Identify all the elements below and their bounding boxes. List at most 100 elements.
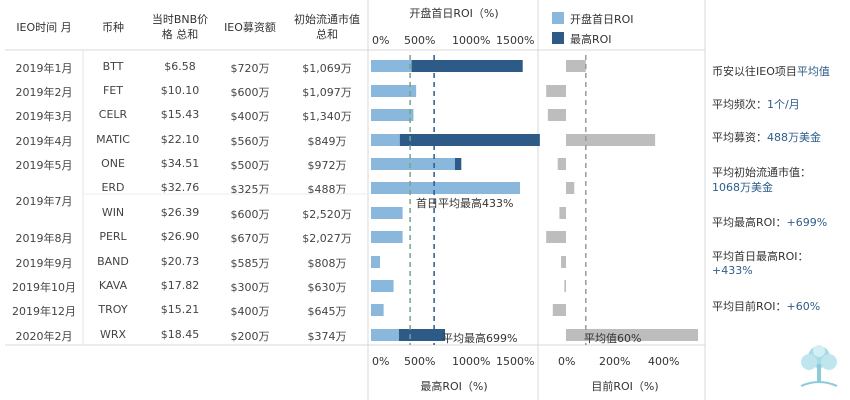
legend-swatch-max — [552, 32, 564, 44]
row-raise: $600万 — [230, 86, 270, 99]
row-raise: $300万 — [230, 281, 270, 294]
row-raise: $500万 — [230, 159, 270, 172]
row-coin: BTT — [102, 60, 124, 73]
summary-title-prefix: 币安以往IEO项目 — [712, 65, 797, 78]
row-bnb: $17.82 — [160, 279, 200, 292]
row-mcap: $1,097万 — [302, 86, 352, 99]
bottom-tick-1000: 1000% — [452, 355, 491, 368]
row-month: 2019年4月 — [15, 135, 73, 148]
summary-item: 平均目前ROI：+60% — [712, 298, 820, 314]
bar-current-roi-matic — [566, 134, 656, 146]
row-month: 2020年2月 — [15, 330, 73, 343]
row-coin: PERL — [99, 230, 127, 243]
row-raise: $400万 — [230, 110, 270, 123]
row-bnb: $26.90 — [160, 230, 200, 243]
row-month: 2019年10月 — [12, 281, 76, 294]
summary-item: 1068万美金 — [712, 179, 773, 195]
row-month: 2019年9月 — [15, 257, 73, 270]
legend-swatch-firstday — [552, 12, 564, 24]
row-month: 2019年3月 — [15, 110, 73, 123]
top-tick-1000: 1000% — [452, 34, 491, 47]
bar-current-roi-win — [559, 207, 566, 219]
bar-current-roi-fet — [546, 85, 566, 97]
summary-item: +433% — [712, 264, 753, 277]
firstday-roi-title: 开盘首日ROI（%) — [409, 7, 499, 20]
bar-firstday-roi-wrx — [371, 329, 399, 341]
row-mcap: $374万 — [307, 330, 347, 343]
row-coin: WRX — [99, 328, 127, 341]
summary-title: 币安以往IEO项目平均值 — [712, 63, 830, 79]
bar-current-roi-erd — [566, 182, 575, 194]
row-month: 2019年7月 — [15, 195, 73, 208]
top-tick-1500: 1500% — [496, 34, 535, 47]
ref-label-current: 平均值60% — [584, 332, 641, 345]
row-coin: ERD — [101, 181, 125, 194]
row-mcap: $849万 — [307, 135, 347, 148]
row-bnb: $6.58 — [164, 60, 196, 73]
row-raise: $400万 — [230, 305, 270, 318]
row-month: 2019年1月 — [15, 62, 73, 75]
header-bnb-price: 当时BNB价格 总和 — [151, 13, 209, 41]
summary-item: 平均募资：488万美金 — [712, 129, 821, 145]
row-bnb: $20.73 — [160, 255, 200, 268]
bar-firstday-roi-win — [371, 207, 403, 219]
summary-label: 平均目前ROI： — [712, 300, 787, 313]
current-tick-200: 200% — [599, 355, 631, 368]
row-raise: $720万 — [230, 62, 270, 75]
row-coin: BAND — [97, 255, 129, 268]
row-coin: CELR — [98, 108, 128, 121]
row-month: 2019年2月 — [15, 86, 73, 99]
row-mcap: $488万 — [307, 183, 347, 196]
summary-value: +433% — [712, 264, 753, 277]
row-bnb: $15.43 — [160, 108, 200, 121]
row-bnb: $34.51 — [160, 157, 200, 170]
summary-item: 平均频次：1个/月 — [712, 96, 800, 112]
bottom-tick-0: 0% — [372, 355, 390, 368]
summary-value: 1068万美金 — [712, 181, 773, 194]
bottom-tick-500: 500% — [404, 355, 436, 368]
max-roi-axis-title: 最高ROI（%) — [420, 380, 488, 393]
header-raise: IEO募资额 — [224, 21, 276, 34]
summary-label: 平均募资： — [712, 131, 767, 144]
bar-firstday-roi-troy — [371, 304, 384, 316]
bar-firstday-roi-matic — [371, 134, 400, 146]
bar-firstday-roi-btt — [371, 60, 412, 72]
bottom-tick-1500: 1500% — [496, 355, 535, 368]
bar-current-roi-band — [561, 256, 566, 268]
row-raise: $585万 — [230, 257, 270, 270]
row-bnb: $22.10 — [160, 133, 200, 146]
ref-label-max: 平均最高699% — [442, 331, 517, 345]
header-market-cap: 初始流通市值 总和 — [294, 13, 360, 41]
bar-current-roi-perl — [546, 231, 566, 243]
row-coin: MATIC — [96, 133, 130, 146]
current-tick-400: 400% — [648, 355, 680, 368]
bar-current-roi-wrx — [566, 329, 698, 341]
header-month: IEO时间 月 — [16, 21, 72, 34]
row-coin: TROY — [98, 303, 128, 316]
summary-item: 平均最高ROI：+699% — [712, 214, 827, 230]
row-raise: $600万 — [230, 208, 270, 221]
bar-firstday-roi-band — [371, 256, 381, 268]
row-bnb: $26.39 — [160, 206, 200, 219]
row-month: 2019年8月 — [15, 232, 73, 245]
summary-item: 平均首日最高ROI： — [712, 248, 809, 264]
row-mcap: $1,069万 — [302, 62, 352, 75]
summary-label: 平均初始流通市值： — [712, 166, 811, 179]
row-raise: $325万 — [230, 183, 270, 196]
current-roi-axis-title: 目前ROI（%) — [591, 380, 659, 393]
row-bnb: $10.10 — [160, 84, 200, 97]
summary-item: 平均初始流通市值： — [712, 164, 811, 180]
top-tick-0: 0% — [372, 34, 390, 47]
summary-value: +699% — [786, 216, 828, 229]
row-bnb: $32.76 — [160, 181, 200, 194]
bar-firstday-roi-kava — [371, 280, 394, 292]
row-coin: ONE — [101, 157, 125, 170]
row-coin: FET — [103, 84, 123, 97]
row-mcap: $1,340万 — [302, 110, 352, 123]
summary-label: 平均最高ROI： — [712, 216, 787, 229]
bar-current-roi-one — [557, 158, 566, 170]
legend-label-max: 最高ROI — [570, 33, 612, 46]
summary-value: 1个/月 — [767, 98, 800, 111]
